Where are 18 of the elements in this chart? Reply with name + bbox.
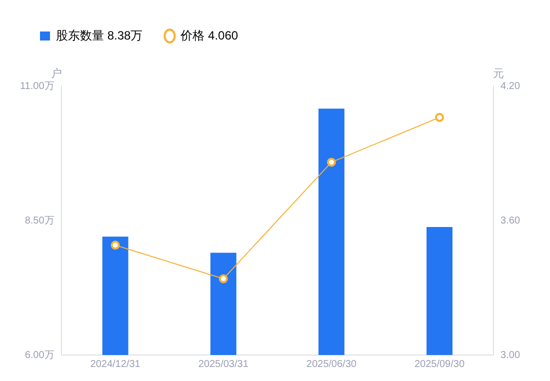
point — [218, 274, 228, 284]
point — [110, 240, 120, 250]
legend-label: 股东数量 8.38万 — [56, 28, 143, 42]
x-tick-label: 2025/06/30 — [306, 358, 357, 370]
y2-tick-label: 4.20 — [500, 80, 520, 92]
y2-axis-title: 元 — [493, 68, 504, 80]
y2-tick-label: 3.60 — [500, 215, 520, 226]
y-tick-label: 11.00万 — [20, 80, 54, 92]
point — [435, 112, 444, 122]
x-tick-label: 2025/09/30 — [414, 358, 465, 370]
y-tick-label: 8.50万 — [24, 215, 54, 226]
y-axis-title: 户 — [50, 67, 62, 80]
y-tick-label: 6.00万 — [24, 350, 54, 361]
y2-tick-label: 3.00 — [500, 350, 520, 361]
x-tick-label: 2025/03/31 — [198, 358, 249, 370]
x-tick-label: 2024/12/31 — [90, 358, 141, 370]
point — [326, 158, 336, 167]
legend-label: 价格 4.060 — [180, 28, 238, 42]
